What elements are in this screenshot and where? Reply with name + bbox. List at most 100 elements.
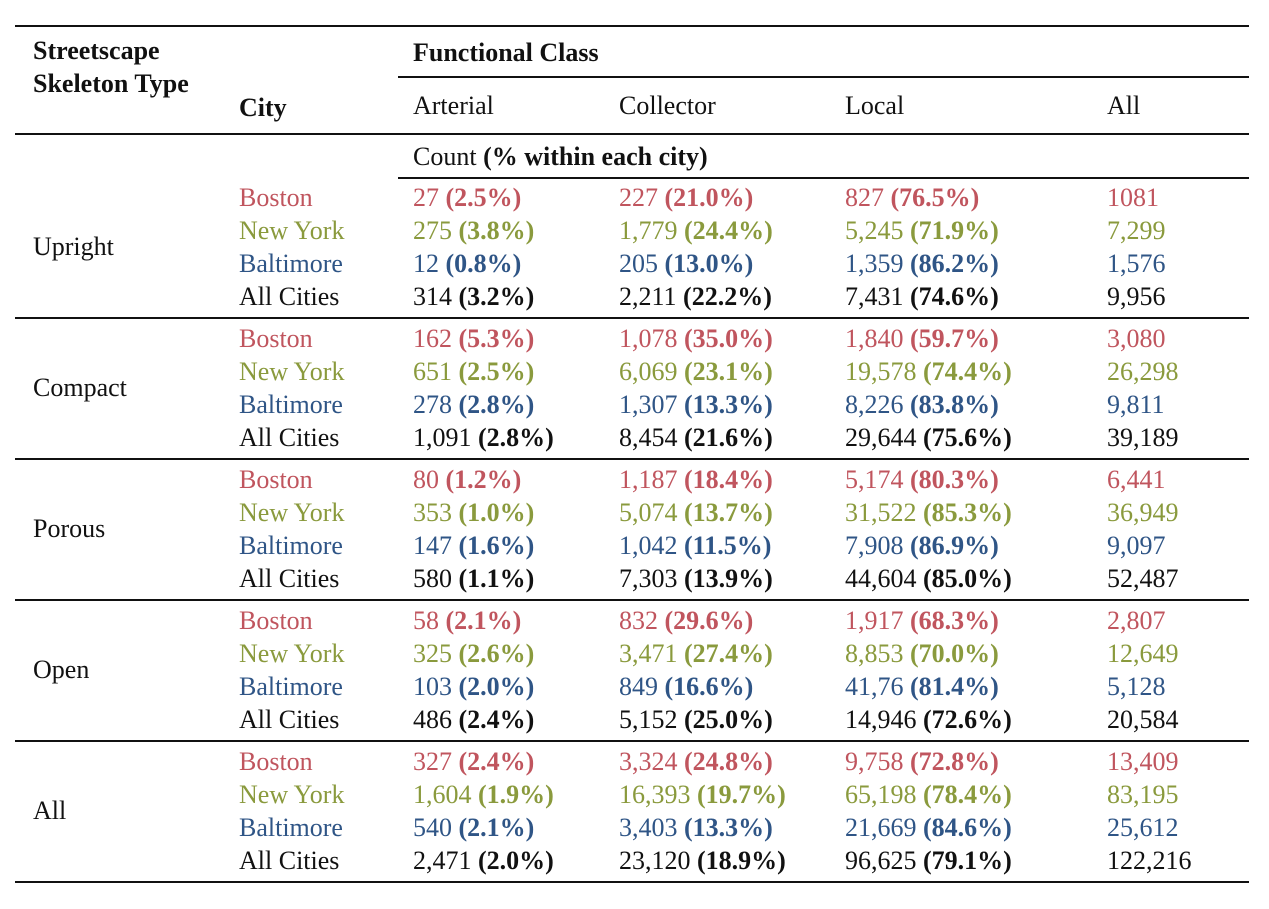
count-value: 1,307 (619, 390, 684, 419)
count-value: 2,471 (413, 846, 478, 875)
count-value: 41,76 (845, 672, 910, 701)
cell-all: 1,576 (1107, 249, 1166, 278)
cell-local: 1,840 (59.7%) (845, 324, 999, 354)
cell-collector: 16,393 (19.7%) (619, 780, 786, 810)
count-value: 12 (413, 249, 446, 278)
percent-value: (72.6%) (923, 705, 1012, 734)
percent-value: (29.6%) (664, 606, 754, 635)
cell-arterial: 58 (2.1%) (413, 606, 521, 636)
percent-value: (18.9%) (697, 846, 786, 875)
city-label: New York (239, 357, 345, 386)
cell-arterial: 12 (0.8%) (413, 249, 521, 279)
cell-all: 12,649 (1107, 639, 1179, 668)
count-value: 5,152 (619, 705, 684, 734)
count-caption: Count (% within each city) (413, 142, 708, 172)
percent-value: (22.2%) (683, 282, 772, 311)
count-value: 849 (619, 672, 665, 701)
count-value: 103 (413, 672, 459, 701)
city-label: All Cities (239, 846, 340, 875)
count-value: 162 (413, 324, 459, 353)
cell-all: 9,956 (1107, 282, 1166, 311)
percent-value: (70.0%) (910, 639, 999, 668)
cell-collector: 3,471 (27.4%) (619, 639, 773, 669)
count-value: 6,069 (619, 357, 684, 386)
city-label: Boston (239, 324, 313, 353)
percent-value: (24.8%) (684, 747, 773, 776)
count-value: 1,042 (619, 531, 684, 560)
percent-value: (85.0%) (923, 564, 1012, 593)
cell-all: 13,409 (1107, 747, 1179, 776)
percent-value: (2.4%) (458, 747, 535, 776)
count-note: (% within each city) (483, 142, 708, 171)
percent-value: (86.2%) (910, 249, 999, 278)
city-label: New York (239, 639, 345, 668)
count-value: 29,644 (845, 423, 923, 452)
count-value: 8,853 (845, 639, 910, 668)
percent-value: (11.5%) (684, 531, 772, 560)
cell-collector: 1,187 (18.4%) (619, 465, 773, 495)
cell-arterial: 314 (3.2%) (413, 282, 534, 312)
city-label: Boston (239, 747, 313, 776)
cell-all: 25,612 (1107, 813, 1179, 842)
cell-collector: 23,120 (18.9%) (619, 846, 786, 876)
percent-value: (13.0%) (664, 249, 754, 278)
count-value: 832 (619, 606, 665, 635)
header-city: City (239, 93, 287, 122)
count-value: 96,625 (845, 846, 923, 875)
skeleton-type-label: Upright (33, 232, 114, 261)
percent-value: (13.9%) (684, 564, 773, 593)
percent-value: (74.6%) (910, 282, 999, 311)
count-value: 31,522 (845, 498, 923, 527)
cell-all: 3,080 (1107, 324, 1166, 353)
header-col-all: All (1107, 91, 1141, 120)
percent-value: (2.4%) (458, 705, 535, 734)
count-value: 1,917 (845, 606, 910, 635)
count-value: 147 (413, 531, 459, 560)
cell-collector: 3,403 (13.3%) (619, 813, 773, 843)
percent-value: (23.1%) (684, 357, 773, 386)
percent-value: (72.8%) (910, 747, 999, 776)
percent-value: (5.3%) (458, 324, 535, 353)
city-label: Baltimore (239, 531, 343, 560)
cell-local: 5,245 (71.9%) (845, 216, 999, 246)
percent-value: (78.4%) (923, 780, 1012, 809)
cell-local: 8,226 (83.8%) (845, 390, 999, 420)
cell-all: 1081 (1107, 183, 1159, 212)
count-value: 7,431 (845, 282, 910, 311)
count-value: 8,454 (619, 423, 684, 452)
cell-local: 21,669 (84.6%) (845, 813, 1012, 843)
cell-collector: 832 (29.6%) (619, 606, 753, 636)
count-value: 1,187 (619, 465, 684, 494)
city-label: Baltimore (239, 390, 343, 419)
percent-value: (1.1%) (458, 564, 535, 593)
percent-value: (86.9%) (910, 531, 999, 560)
percent-value: (24.4%) (684, 216, 773, 245)
count-value: 580 (413, 564, 459, 593)
cell-local: 96,625 (79.1%) (845, 846, 1012, 876)
city-label: All Cities (239, 564, 340, 593)
percent-value: (13.3%) (684, 390, 773, 419)
count-value: 353 (413, 498, 459, 527)
count-value: 1,779 (619, 216, 684, 245)
percent-value: (74.4%) (923, 357, 1012, 386)
percent-value: (3.8%) (458, 216, 535, 245)
count-value: 3,324 (619, 747, 684, 776)
cell-all: 20,584 (1107, 705, 1179, 734)
percent-value: (13.7%) (684, 498, 773, 527)
percent-value: (1.0%) (458, 498, 535, 527)
cell-arterial: 278 (2.8%) (413, 390, 534, 420)
percent-value: (79.1%) (923, 846, 1012, 875)
cell-all: 83,195 (1107, 780, 1179, 809)
cell-local: 65,198 (78.4%) (845, 780, 1012, 810)
cell-local: 7,908 (86.9%) (845, 531, 999, 561)
count-value: 8,226 (845, 390, 910, 419)
percent-value: (2.1%) (445, 606, 522, 635)
count-value: 5,074 (619, 498, 684, 527)
percent-value: (81.4%) (910, 672, 999, 701)
group-separator-rule (15, 599, 1249, 601)
city-label: Boston (239, 183, 313, 212)
percent-value: (2.5%) (458, 357, 535, 386)
cell-all: 9,811 (1107, 390, 1165, 419)
cell-arterial: 325 (2.6%) (413, 639, 534, 669)
percent-value: (1.9%) (478, 780, 554, 809)
